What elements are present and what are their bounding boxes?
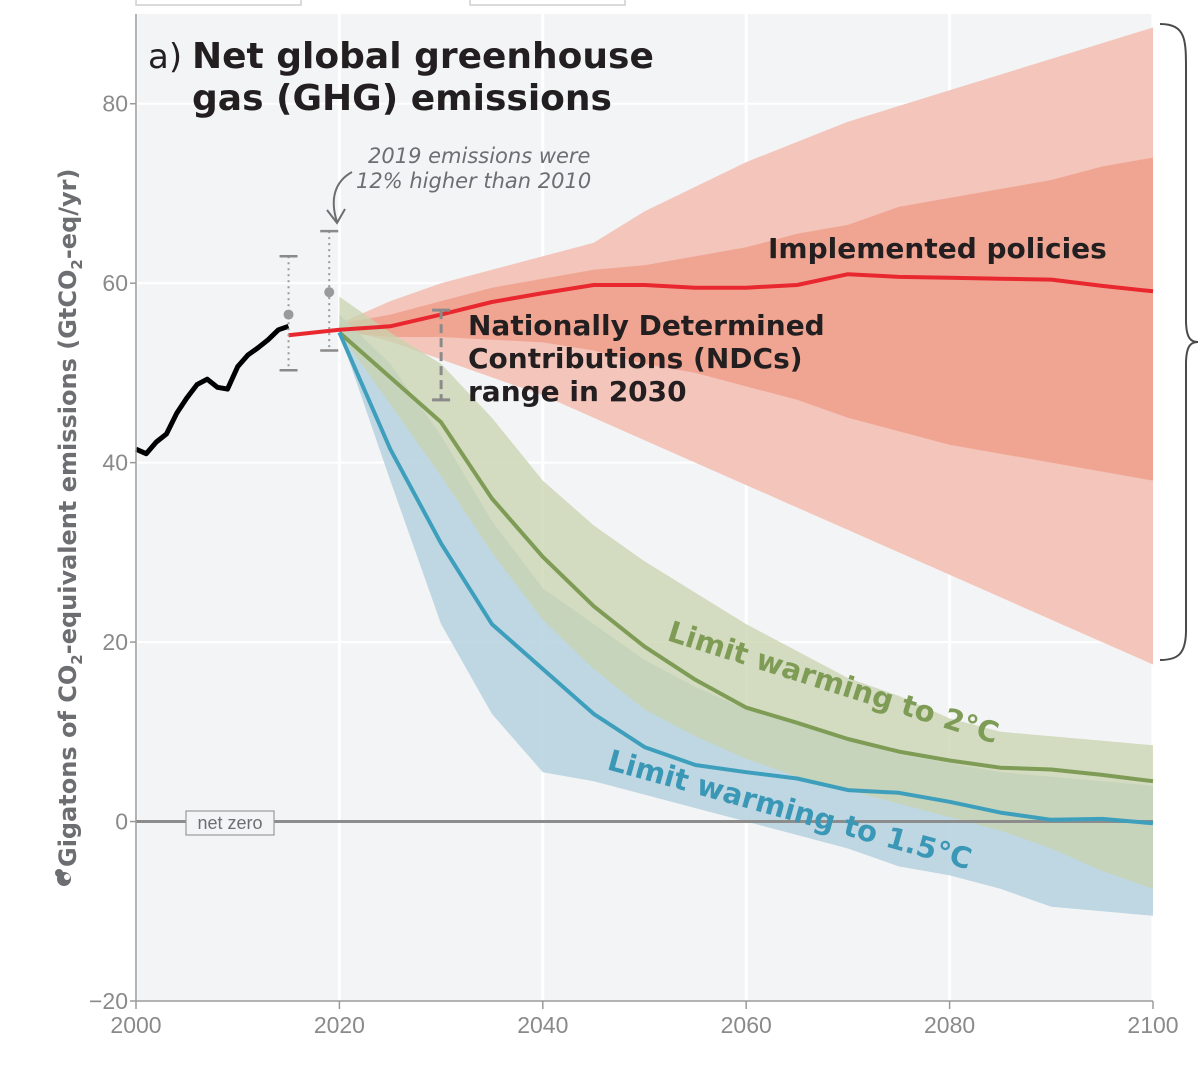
x-tick-label-2100: 2100 (1127, 1012, 1178, 1038)
net-zero-box (185, 810, 275, 836)
ndc-label-line-3: range in 2030 (468, 375, 687, 408)
y-tick-label-0: 0 (115, 809, 128, 835)
axes (135, 14, 1153, 1002)
line-historical (134, 323, 290, 457)
cropped-box-right (469, 0, 626, 6)
x-tick-label-2060: 2060 (721, 1012, 772, 1038)
y-axis-label: Gigatons of CO2-equivalent emissions (Gt… (54, 169, 86, 867)
x-tick-label-2080: 2080 (924, 1012, 975, 1038)
implemented-inner-band (339, 157, 1153, 481)
y-tick-label--20: −20 (89, 988, 128, 1014)
chart-title-line-2: gas (GHG) emissions (192, 78, 612, 119)
emissions-note-line-2: 12% higher than 2010 (356, 169, 591, 193)
x-tick-label-2040: 2040 (517, 1012, 568, 1038)
right-brace (1159, 23, 1199, 661)
x-tick-label-2000: 2000 (110, 1012, 161, 1038)
x-tick-label-2020: 2020 (314, 1012, 365, 1038)
error-bar-point-2019 (324, 287, 335, 298)
ndc-label-line-2: Contributions (NDCs) (468, 342, 803, 375)
y-tick-label-20: 20 (102, 629, 128, 655)
scenario-bands (339, 27, 1153, 916)
panel-label: a) (148, 37, 182, 77)
emissions-note-arrow (332, 171, 353, 223)
line-1-5c (337, 331, 1154, 826)
error-bars (279, 229, 451, 402)
line-implemented-policies (288, 272, 1154, 338)
y-tick-label-80: 80 (102, 91, 128, 117)
emissions-note-arrowhead (326, 208, 346, 225)
implemented-policies-label: Implemented policies (768, 232, 1107, 265)
emissions-note-line-1: 2019 emissions were (368, 144, 590, 168)
net-zero-label: net zero (197, 813, 262, 833)
y-tick-label-60: 60 (102, 270, 128, 296)
y-tick-label-40: 40 (102, 450, 128, 476)
cropped-box-left (135, 0, 302, 6)
scenario-lines (134, 272, 1154, 826)
error-bar-point-2015 (283, 309, 294, 320)
info-icon (55, 869, 71, 886)
band-2c (339, 296, 1153, 889)
ndc-label-line-1: Nationally Determined (468, 309, 825, 342)
line-2c (338, 331, 1154, 784)
chart-title-line-1: Net global greenhouse (192, 36, 654, 77)
